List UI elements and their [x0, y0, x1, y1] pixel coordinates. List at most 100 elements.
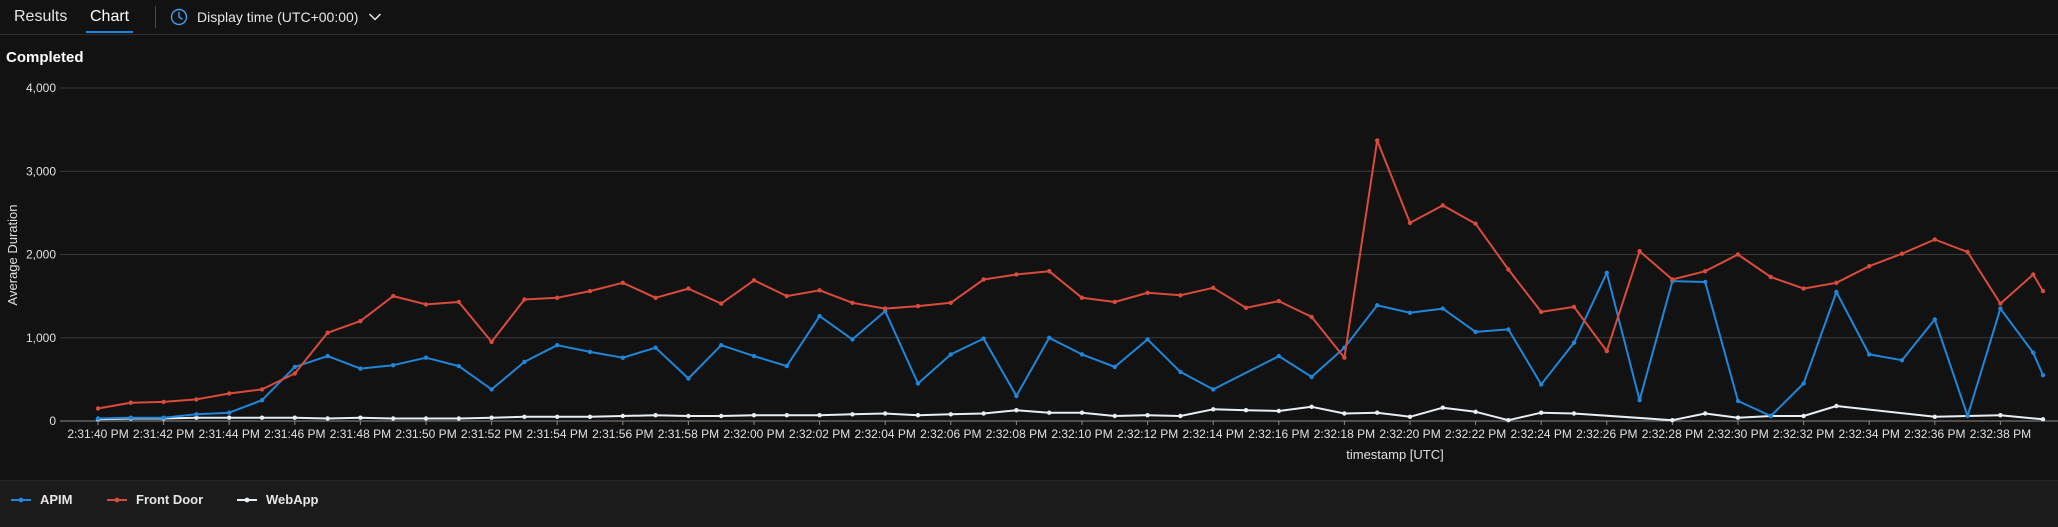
data-point-front-door: [1801, 286, 1806, 291]
data-point-apim: [161, 415, 166, 420]
data-point-webapp: [850, 412, 855, 417]
data-point-webapp: [1539, 410, 1544, 415]
data-point-apim: [1965, 413, 1970, 419]
data-point-webapp: [522, 414, 527, 419]
y-tick-label: 0: [49, 414, 56, 428]
data-point-apim: [489, 387, 494, 392]
tab-results[interactable]: Results: [14, 8, 68, 25]
x-tick-label: 2:32:10 PM: [1051, 427, 1112, 441]
data-point-apim: [1932, 317, 1938, 322]
data-point-webapp: [1211, 407, 1216, 412]
legend-item-webapp[interactable]: WebApp: [236, 492, 318, 507]
x-tick-label: 2:32:00 PM: [723, 427, 784, 441]
data-point-webapp: [784, 413, 789, 418]
legend-swatch-apim: [11, 497, 31, 502]
data-point-apim: [1899, 358, 1905, 363]
chevron-down-icon: [368, 12, 382, 22]
data-point-webapp: [1998, 413, 2003, 418]
data-point-front-door: [358, 318, 363, 324]
data-point-front-door: [1965, 249, 1970, 255]
data-point-apim: [981, 336, 986, 341]
data-point-apim: [948, 352, 953, 357]
data-point-front-door: [489, 339, 494, 345]
x-tick-label: 2:31:50 PM: [395, 427, 456, 441]
data-point-webapp: [1047, 410, 1052, 415]
data-point-webapp: [1703, 411, 1708, 416]
y-tick-label: 4,000: [26, 81, 56, 95]
x-tick-label: 2:32:14 PM: [1183, 427, 1244, 441]
data-point-webapp: [259, 415, 265, 420]
data-point-webapp: [948, 412, 953, 417]
data-point-apim: [1834, 289, 1839, 295]
data-point-front-door: [915, 303, 921, 309]
data-point-front-door: [1768, 274, 1774, 280]
data-point-webapp: [686, 413, 691, 419]
data-point-front-door: [1047, 269, 1052, 274]
data-point-apim: [1079, 352, 1085, 357]
x-tick-label: 2:32:12 PM: [1117, 427, 1178, 441]
data-point-webapp: [325, 416, 330, 421]
data-point-front-door: [1276, 298, 1282, 304]
data-point-apim: [1309, 374, 1314, 380]
data-point-front-door: [1145, 290, 1150, 295]
data-point-front-door: [128, 400, 133, 405]
data-point-front-door: [1867, 264, 1872, 269]
x-tick-label: 2:31:40 PM: [67, 427, 128, 441]
data-point-webapp: [719, 413, 724, 419]
data-point-apim: [2031, 350, 2036, 355]
data-point-front-door: [456, 299, 461, 305]
data-point-apim: [325, 353, 330, 359]
data-point-webapp: [1801, 413, 1806, 419]
data-point-front-door: [325, 330, 330, 335]
data-point-webapp: [751, 413, 757, 418]
data-point-front-door: [653, 295, 658, 300]
data-point-webapp: [915, 413, 921, 418]
data-point-front-door: [2040, 288, 2046, 294]
data-point-front-door: [1407, 220, 1413, 226]
data-point-apim: [1407, 310, 1413, 315]
data-point-front-door: [1604, 348, 1610, 354]
legend-item-apim[interactable]: APIM: [10, 492, 73, 507]
data-point-webapp: [1243, 408, 1249, 413]
data-point-front-door: [1342, 355, 1347, 360]
x-tick-label: 2:32:30 PM: [1707, 427, 1768, 441]
data-point-webapp: [1342, 411, 1347, 416]
data-point-webapp: [292, 415, 297, 420]
data-point-webapp: [1571, 411, 1577, 416]
data-point-apim: [1571, 340, 1577, 345]
data-point-apim: [1112, 364, 1118, 370]
toolbar-divider: [155, 6, 156, 28]
legend-item-front-door[interactable]: Front Door: [106, 492, 203, 507]
data-point-front-door: [423, 302, 429, 307]
data-point-front-door: [1309, 314, 1314, 320]
data-point-front-door: [1735, 252, 1741, 257]
x-tick-label: 2:32:32 PM: [1773, 427, 1834, 441]
legend-label-apim: APIM: [40, 492, 73, 507]
data-point-webapp: [587, 414, 593, 419]
series-apim: [95, 270, 2046, 421]
data-point-webapp: [1407, 414, 1413, 419]
data-point-webapp: [1375, 410, 1380, 415]
y-axis-title: Average Duration: [5, 205, 20, 306]
data-point-apim: [1473, 329, 1478, 335]
data-point-front-door: [1932, 237, 1938, 242]
data-point-front-door: [1998, 301, 2003, 306]
data-point-webapp: [2040, 417, 2046, 422]
data-point-front-door: [948, 300, 953, 305]
x-tick-label: 2:31:58 PM: [658, 427, 719, 441]
data-point-front-door: [391, 293, 396, 299]
data-point-front-door: [522, 297, 527, 302]
data-point-webapp: [1112, 413, 1118, 419]
data-point-apim: [1276, 353, 1282, 359]
x-tick-label: 2:31:42 PM: [133, 427, 194, 441]
toolbar: Results Chart Display time (UTC+00:00): [0, 0, 2058, 35]
data-point-front-door: [95, 406, 101, 411]
display-time-dropdown[interactable]: Display time (UTC+00:00): [170, 0, 382, 34]
data-point-apim: [850, 337, 855, 342]
data-point-apim: [1440, 306, 1446, 311]
data-point-apim: [587, 349, 593, 355]
data-point-front-door: [259, 387, 265, 392]
x-tick-label: 2:32:24 PM: [1511, 427, 1572, 441]
data-point-apim: [915, 381, 921, 386]
tab-chart[interactable]: Chart: [85, 0, 134, 34]
